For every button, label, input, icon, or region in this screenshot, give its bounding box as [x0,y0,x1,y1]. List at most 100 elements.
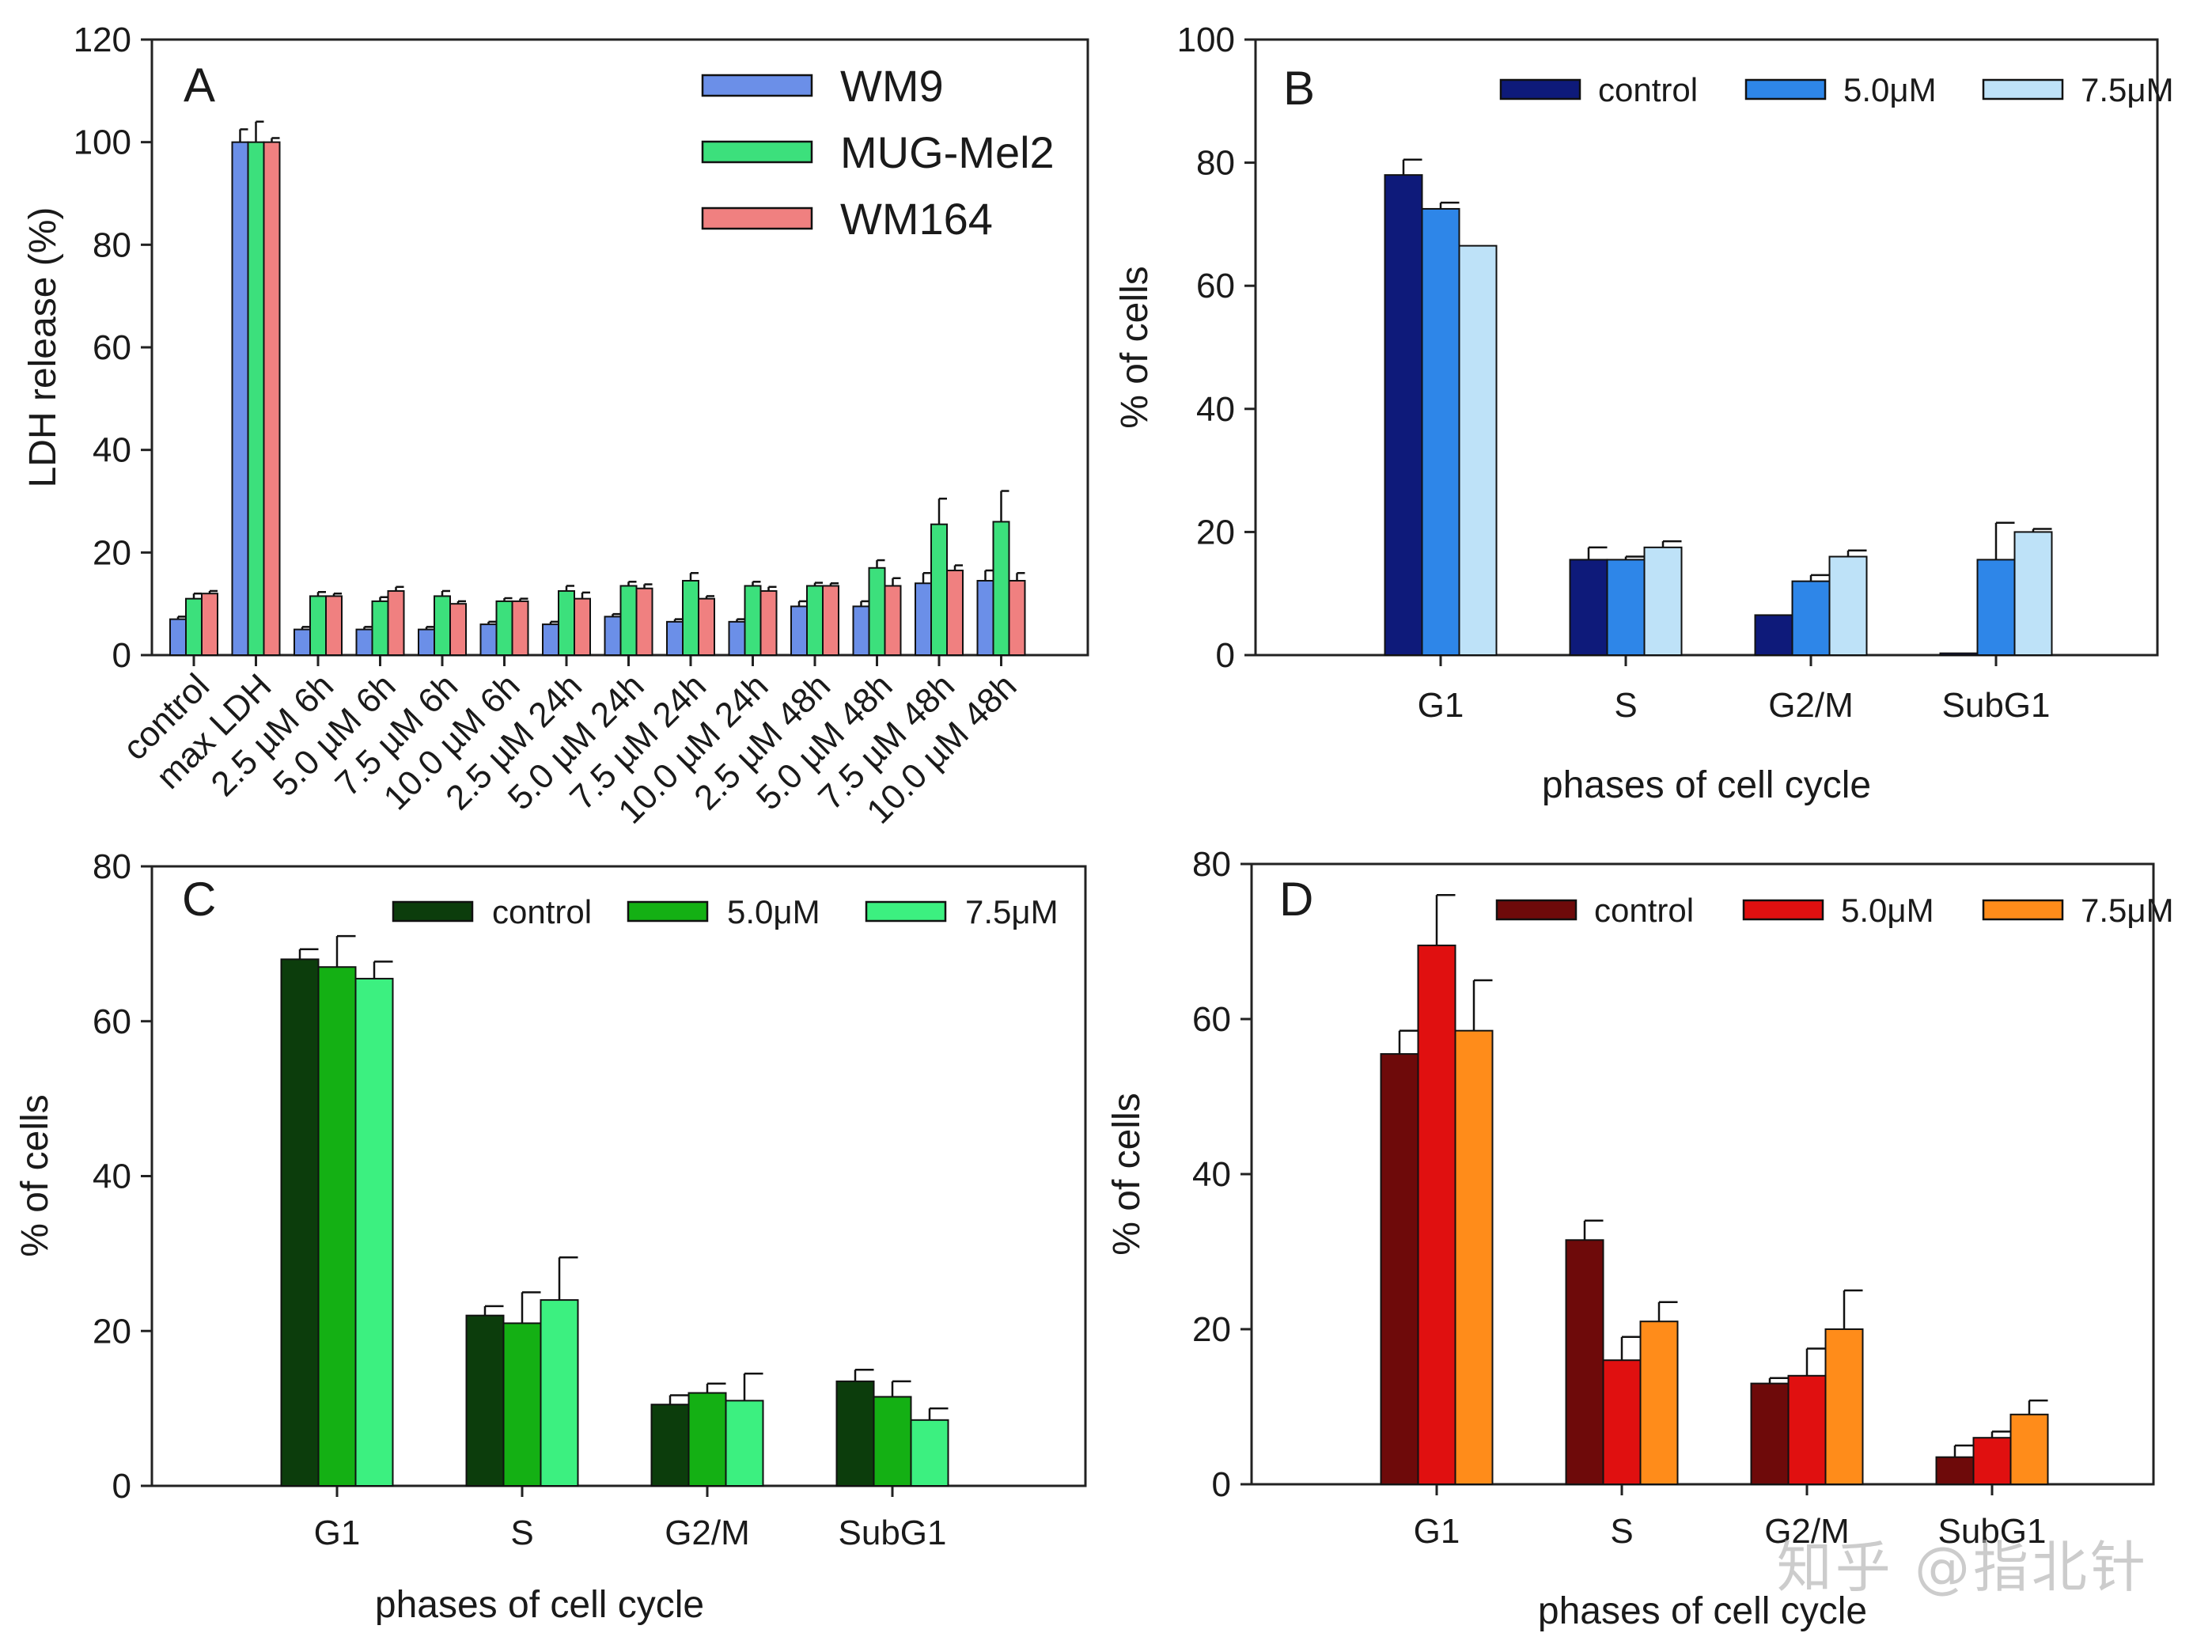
panel-a-bar [294,628,311,656]
panel-d-chart: 0 20 40 60 80 % of cells D G1 S G2/M SubG1 phases o… [1106,845,2174,1632]
panel-d-xlabel: phases of cell cycle [1538,1590,1867,1632]
panel-d-legend: control 5.0μM 7.5μM [1495,892,2174,929]
panel-d-bar [1380,1053,1419,1485]
panel-b-bar [1384,174,1423,657]
panel-b-legend: control 5.0μM 7.5μM [1499,71,2174,108]
panel-a-ytick-label: 0 [112,636,131,675]
panel-a-bar [992,521,1010,657]
panel-a-bar [449,603,467,657]
panel-a-bar [682,579,699,656]
panel-d-bar [1750,1382,1790,1485]
panel-a-ytick-label: 100 [74,123,131,162]
panel-d-legend-swatch [1742,899,1824,921]
panel-a-bar [728,620,746,657]
panel-c-legend-swatch [392,900,474,923]
panel-a-ytick-label: 40 [93,431,131,470]
panel-a-bar [247,141,265,656]
panel-c-letter: C [182,873,216,926]
panel-a-bar [884,585,902,656]
panel-a-bar [542,623,559,656]
panel-a-bar [930,523,948,656]
panel-a-bar [915,582,932,657]
panel-c-legend-swatch [627,900,709,923]
panel-a-legend-label: WM164 [840,194,993,244]
panel-c-xtick-label: SubG1 [839,1514,947,1552]
panel-a-ytick-label: 60 [93,328,131,367]
panel-c-legend-label: 7.5μM [965,893,1059,930]
panel-c-bar [650,1404,690,1487]
panel-c-xtick-label: G1 [314,1514,361,1552]
panel-a-bar [976,579,994,656]
panel-d-xtick-label: G1 [1414,1512,1460,1551]
panel-b-bar [1828,555,1868,657]
panel-a-bar [868,566,886,656]
panel-a-bar [479,623,498,656]
panel-b-xtick-label: S [1614,686,1637,725]
panel-d-ytick-label: 80 [1192,845,1231,884]
panel-a-bar [418,628,435,656]
panel-b-bar [1643,546,1683,656]
panel-c-bar [317,966,357,1487]
panel-a-bar [744,585,762,656]
panel-a-bar [852,605,870,656]
panel-d-bar [1639,1320,1679,1485]
panel-b-xtick-label: G1 [1418,686,1464,725]
panel-a-legend-label: MUG-Mel2 [840,127,1055,177]
panel-a-bar [698,597,715,657]
panel-b-ytick-label: 0 [1216,636,1235,675]
panel-c-legend-swatch [865,900,947,923]
panel-c-bar [873,1396,912,1487]
panel-a-bar [201,593,218,657]
panel-d-legend-label: control [1594,892,1694,929]
panel-a-bar [619,585,638,656]
panel-c-bar [280,958,320,1487]
panel-c-bar [835,1380,875,1487]
panel-c-legend: control 5.0μM 7.5μM [392,893,1059,930]
panel-b-xlabel: phases of cell cycle [1542,764,1871,806]
panel-c-ytick-label: 0 [112,1467,131,1506]
panel-a-legend-swatch [701,140,813,164]
panel-b-ytick-label: 40 [1196,390,1235,429]
panel-b-bar [1421,207,1460,656]
panel-c-xtick-label: G2/M [665,1514,750,1552]
panel-b-letter: B [1283,62,1315,115]
panel-a-bar [635,587,653,657]
panel-d-bar [1824,1328,1864,1485]
panel-c-legend-label: control [492,893,592,930]
panel-a-bar [790,605,808,656]
panel-d-bar [1602,1359,1642,1485]
panel-b-legend-swatch [1744,78,1827,100]
panel-d-bar [2009,1413,2049,1486]
panel-d-legend-swatch [1982,899,2064,921]
panel-d-ytick-label: 0 [1212,1465,1231,1504]
panel-d-xtick-label: S [1610,1512,1633,1551]
panel-b-bar [1606,559,1646,656]
panel-b-xtick-label: SubG1 [1942,686,2051,725]
panel-a-bar [355,628,373,656]
panel-c-bar [687,1392,727,1487]
panel-d-ytick-label: 20 [1192,1310,1231,1349]
panel-a-bar [495,600,513,656]
panel-a-bar [371,600,389,656]
panel-a-bar [822,585,839,656]
panel-a-bar [387,589,405,656]
panel-b-chart: 0 20 40 60 80 100 % of cells B G1 S G2/M SubG1 phase… [1114,21,2174,806]
panel-b-legend-label: 7.5μM [2081,71,2174,108]
panel-d-ytick-label: 60 [1192,1000,1231,1039]
watermark-text: 知乎 @指北针 [1776,1535,2149,1600]
panel-b-ytick-label: 60 [1196,267,1235,305]
panel-b-legend-label: 5.0μM [1843,71,1937,108]
panel-a-legend: WM9 MUG-Mel2 WM164 [701,61,1055,244]
panel-d-bar [1787,1374,1827,1486]
panel-a-letter: A [184,59,215,112]
panel-a-legend-label: WM9 [840,61,944,111]
panel-a-ylabel: LDH release (%) [22,207,64,488]
panel-b-ytick-label: 20 [1196,513,1235,551]
panel-b-legend-swatch [1499,78,1581,100]
panel-c-bar [465,1314,505,1487]
panel-d-ytick-label: 40 [1192,1155,1231,1194]
panel-c-ytick-label: 40 [93,1158,131,1196]
panel-c-chart: 0 20 40 60 80 % of cells C G1 S G2/M SubG1 phases o… [14,847,1087,1626]
